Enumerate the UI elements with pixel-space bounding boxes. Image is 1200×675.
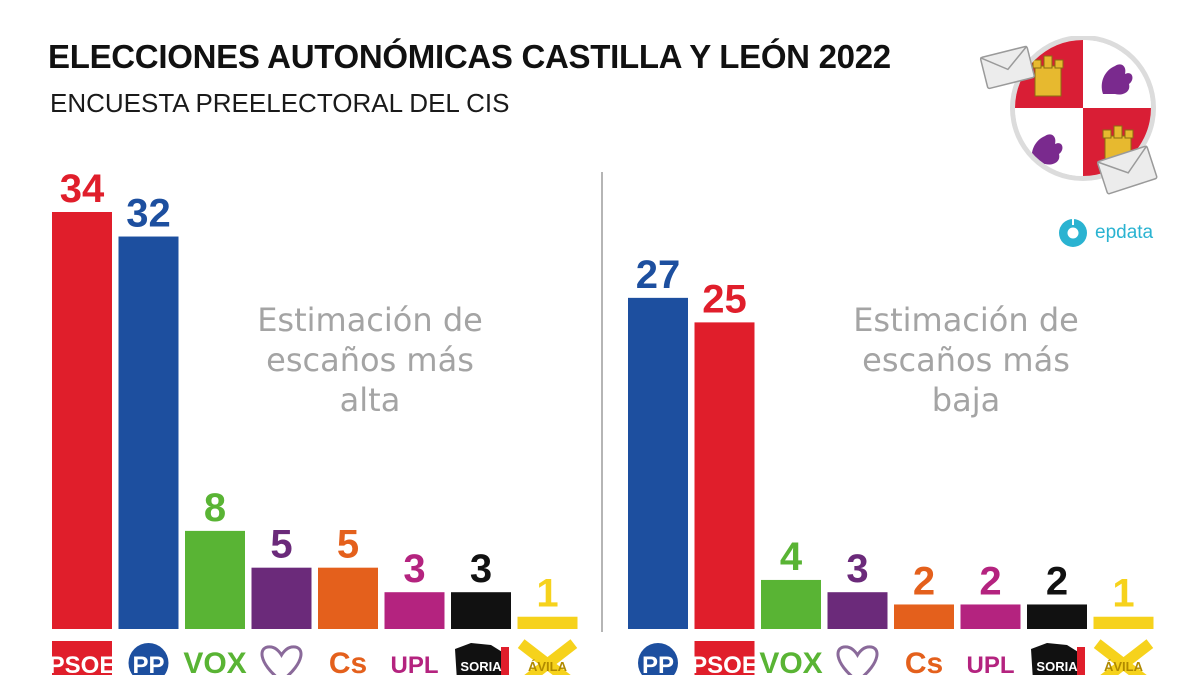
bar-cs bbox=[894, 604, 954, 629]
value-label-upl: 2 bbox=[979, 559, 1001, 603]
logo-podemos-icon bbox=[836, 645, 879, 675]
value-label-por-avila: 1 bbox=[1112, 572, 1134, 616]
party-label-pp: PP bbox=[132, 652, 164, 675]
value-label-pp: 27 bbox=[636, 253, 681, 297]
castilla-y-leon-coat-of-arms-icon bbox=[979, 36, 1158, 195]
logo-soria-tile bbox=[455, 643, 507, 675]
value-label-soria-ya: 3 bbox=[470, 547, 492, 591]
value-label-soria-ya: 2 bbox=[1046, 559, 1068, 603]
value-label-podemos: 5 bbox=[270, 523, 292, 567]
logo-soria-mark bbox=[501, 647, 509, 675]
value-label-upl: 3 bbox=[403, 547, 425, 591]
value-label-psoe: 34 bbox=[60, 167, 105, 211]
bar-upl bbox=[384, 592, 445, 629]
panel-note-high: Estimación de escaños más alta bbox=[257, 301, 483, 419]
logo-psoe-tile bbox=[694, 641, 755, 675]
bar-pp bbox=[628, 297, 688, 629]
value-label-por-avila: 1 bbox=[536, 572, 558, 616]
party-label-psoe: PSOE bbox=[691, 652, 758, 675]
bar-cs bbox=[318, 567, 378, 629]
epdata-logo: epdata bbox=[1058, 218, 1153, 248]
epdata-name: epdata bbox=[1095, 222, 1154, 243]
bar-por-avila bbox=[1093, 616, 1154, 629]
envelope-icon bbox=[1097, 145, 1158, 195]
party-label-vox: VOX bbox=[183, 647, 246, 675]
value-label-psoe: 25 bbox=[702, 277, 747, 321]
bar-soria-ya bbox=[1027, 604, 1087, 629]
panel-note-low: Estimación de escaños más baja bbox=[853, 301, 1079, 419]
logo-por-avila-icon bbox=[1093, 639, 1154, 675]
bar-psoe bbox=[694, 322, 755, 629]
party-label-upl: UPL bbox=[967, 652, 1015, 675]
party-label-pp: PP bbox=[642, 652, 674, 675]
party-label-soria-ya: SORIA bbox=[1036, 659, 1078, 674]
party-label-psoe: PSOE bbox=[49, 652, 116, 675]
logo-pp-tile bbox=[638, 643, 678, 675]
value-label-vox: 4 bbox=[780, 535, 803, 579]
party-label-cs: Cs bbox=[905, 647, 943, 675]
bar-podemos bbox=[827, 592, 888, 629]
logo-podemos-icon bbox=[260, 645, 303, 675]
bar-por-avila bbox=[517, 616, 578, 629]
value-label-cs: 2 bbox=[913, 559, 935, 603]
bar-vox bbox=[185, 530, 245, 629]
party-label-por-avila: ÁVILA bbox=[528, 659, 568, 674]
party-label-vox: VOX bbox=[759, 647, 822, 675]
envelope-icon bbox=[979, 45, 1035, 90]
logo-psoe-tile bbox=[52, 641, 112, 675]
logo-soria-mark bbox=[1077, 647, 1085, 675]
chart-subtitle: ENCUESTA PREELECTORAL DEL CIS bbox=[50, 88, 510, 118]
value-label-cs: 5 bbox=[337, 523, 359, 567]
bar-vox bbox=[761, 579, 821, 629]
value-label-podemos: 3 bbox=[846, 547, 868, 591]
party-label-por-avila: ÁVILA bbox=[1104, 659, 1144, 674]
party-label-soria-ya: SORIA bbox=[460, 659, 502, 674]
bar-psoe bbox=[52, 212, 112, 629]
epdata-icon bbox=[1059, 219, 1087, 247]
party-label-cs: Cs bbox=[329, 647, 367, 675]
chart-title: ELECCIONES AUTONÓMICAS CASTILLA Y LEÓN 2… bbox=[48, 38, 891, 75]
bar-soria-ya bbox=[451, 592, 511, 629]
value-label-pp: 32 bbox=[126, 192, 171, 236]
logo-pp-tile bbox=[128, 643, 169, 675]
panel-divider bbox=[601, 172, 603, 632]
party-label-upl: UPL bbox=[391, 652, 439, 675]
bar-podemos bbox=[251, 567, 312, 629]
logo-por-avila-icon bbox=[517, 639, 578, 675]
bar-pp bbox=[118, 236, 179, 629]
logo-soria-tile bbox=[1031, 643, 1083, 675]
bar-upl bbox=[960, 604, 1021, 629]
value-label-vox: 8 bbox=[204, 486, 226, 530]
